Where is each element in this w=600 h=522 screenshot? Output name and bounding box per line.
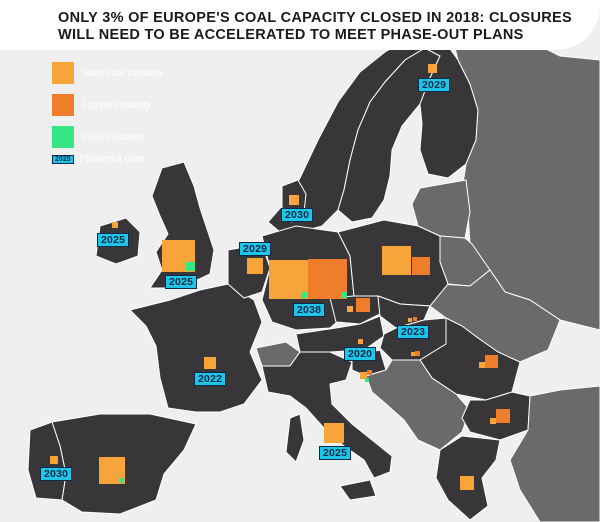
spain-closures-square xyxy=(119,478,124,483)
legend-item-phaseout: 2025 Phaseout date xyxy=(52,154,144,165)
legend-item-closures: 2018 closures xyxy=(52,126,144,148)
portugal-hard-coal-square xyxy=(50,456,58,464)
hungary-lignite-square xyxy=(415,351,420,356)
phaseout-tag-finland: 2029 xyxy=(418,78,451,92)
legend-label-hard-coal: Hard coal capacity xyxy=(82,67,165,79)
germany-lignite-square xyxy=(308,259,347,299)
poland-lignite-square xyxy=(412,257,430,275)
slovakia-hard-coal-square xyxy=(408,318,412,322)
bulgaria-hard-coal-square xyxy=(490,418,496,424)
lignite-swatch xyxy=(52,94,74,116)
czechia-lignite-square xyxy=(356,298,370,312)
poland-hard-coal-square xyxy=(382,246,411,275)
romania-hard-coal-square xyxy=(479,362,485,368)
germany-closures-square-hard xyxy=(301,292,307,298)
phaseout-tag-portugal: 2030 xyxy=(40,467,73,481)
phaseout-tag-france: 2022 xyxy=(194,372,227,386)
phaseout-tag-ireland: 2025 xyxy=(97,233,130,247)
country-france xyxy=(129,283,263,413)
legend-label-lignite: Lignite capacity xyxy=(82,99,151,111)
title-banner: ONLY 3% OF EUROPE'S COAL CAPACITY CLOSED… xyxy=(0,0,600,50)
phaseout-tag-germany: 2038 xyxy=(293,303,326,317)
czechia-hard-coal-square xyxy=(347,306,353,312)
legend-item-hard-coal: Hard coal capacity xyxy=(52,62,164,84)
hard-coal-swatch xyxy=(52,62,74,84)
phaseout-tag-netherlands: 2029 xyxy=(239,242,272,256)
title-line-2: WILL NEED TO BE ACCELERATED TO MEET PHAS… xyxy=(58,27,524,43)
phaseout-tag-slovakia: 2023 xyxy=(397,325,430,339)
greece-hard-coal-square xyxy=(460,476,474,490)
france-hard-coal-square xyxy=(204,357,216,369)
island-sicily xyxy=(339,479,377,501)
ireland-hard-coal-square xyxy=(112,222,118,228)
slovenia-lignite-square xyxy=(367,370,372,375)
slovenia-hard-coal-square xyxy=(360,372,367,379)
island-sardinia xyxy=(285,413,305,463)
austria-hard-coal-square xyxy=(358,339,363,344)
phaseout-tag-austria: 2020 xyxy=(344,347,377,361)
netherlands-hard-coal-square xyxy=(247,258,263,274)
slovakia-lignite-square xyxy=(413,317,417,321)
legend-item-lignite: Lignite capacity xyxy=(52,94,151,116)
hungary-hard-coal-square xyxy=(411,352,415,356)
title-line-1: ONLY 3% OF EUROPE'S COAL CAPACITY CLOSED… xyxy=(58,10,572,26)
phaseout-tag-italy: 2025 xyxy=(319,446,352,460)
slovenia-closures-square xyxy=(365,378,369,382)
uk-closures-square xyxy=(186,262,195,271)
phaseout-tag-uk: 2025 xyxy=(165,275,198,289)
country-turkey xyxy=(509,385,600,522)
romania-lignite-square xyxy=(485,355,498,368)
italy-hard-coal-square xyxy=(324,423,344,443)
phaseout-tag-sample: 2025 xyxy=(52,155,74,164)
legend-label-closures: 2018 closures xyxy=(82,131,145,143)
phaseout-tag-denmark: 2030 xyxy=(281,208,314,222)
germany-closures-square-lignite xyxy=(341,292,347,298)
country-italy xyxy=(261,351,393,479)
closures-swatch xyxy=(52,126,74,148)
bulgaria-lignite-square xyxy=(496,409,510,423)
denmark-hard-coal-square xyxy=(289,195,299,205)
finland-hard-coal-square xyxy=(428,64,437,73)
legend-label-phaseout: Phaseout date xyxy=(79,154,145,165)
